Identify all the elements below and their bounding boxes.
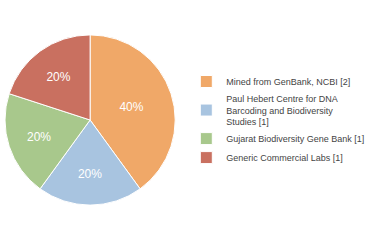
svg-text:Generic Commercial Labs [1]: Generic Commercial Labs [1] <box>226 153 343 163</box>
svg-text:40%: 40% <box>119 100 143 114</box>
svg-text:20%: 20% <box>46 70 70 84</box>
svg-text:20%: 20% <box>27 130 51 144</box>
svg-text:Gujarat Biodiversity Gene Bank: Gujarat Biodiversity Gene Bank [1] <box>226 134 364 144</box>
svg-text:Mined from GenBank, NCBI [2]: Mined from GenBank, NCBI [2] <box>226 77 350 87</box>
svg-text:20%: 20% <box>78 167 102 181</box>
svg-text:Paul Hebert Centre for DNABarc: Paul Hebert Centre for DNABarcoding and … <box>226 94 338 127</box>
